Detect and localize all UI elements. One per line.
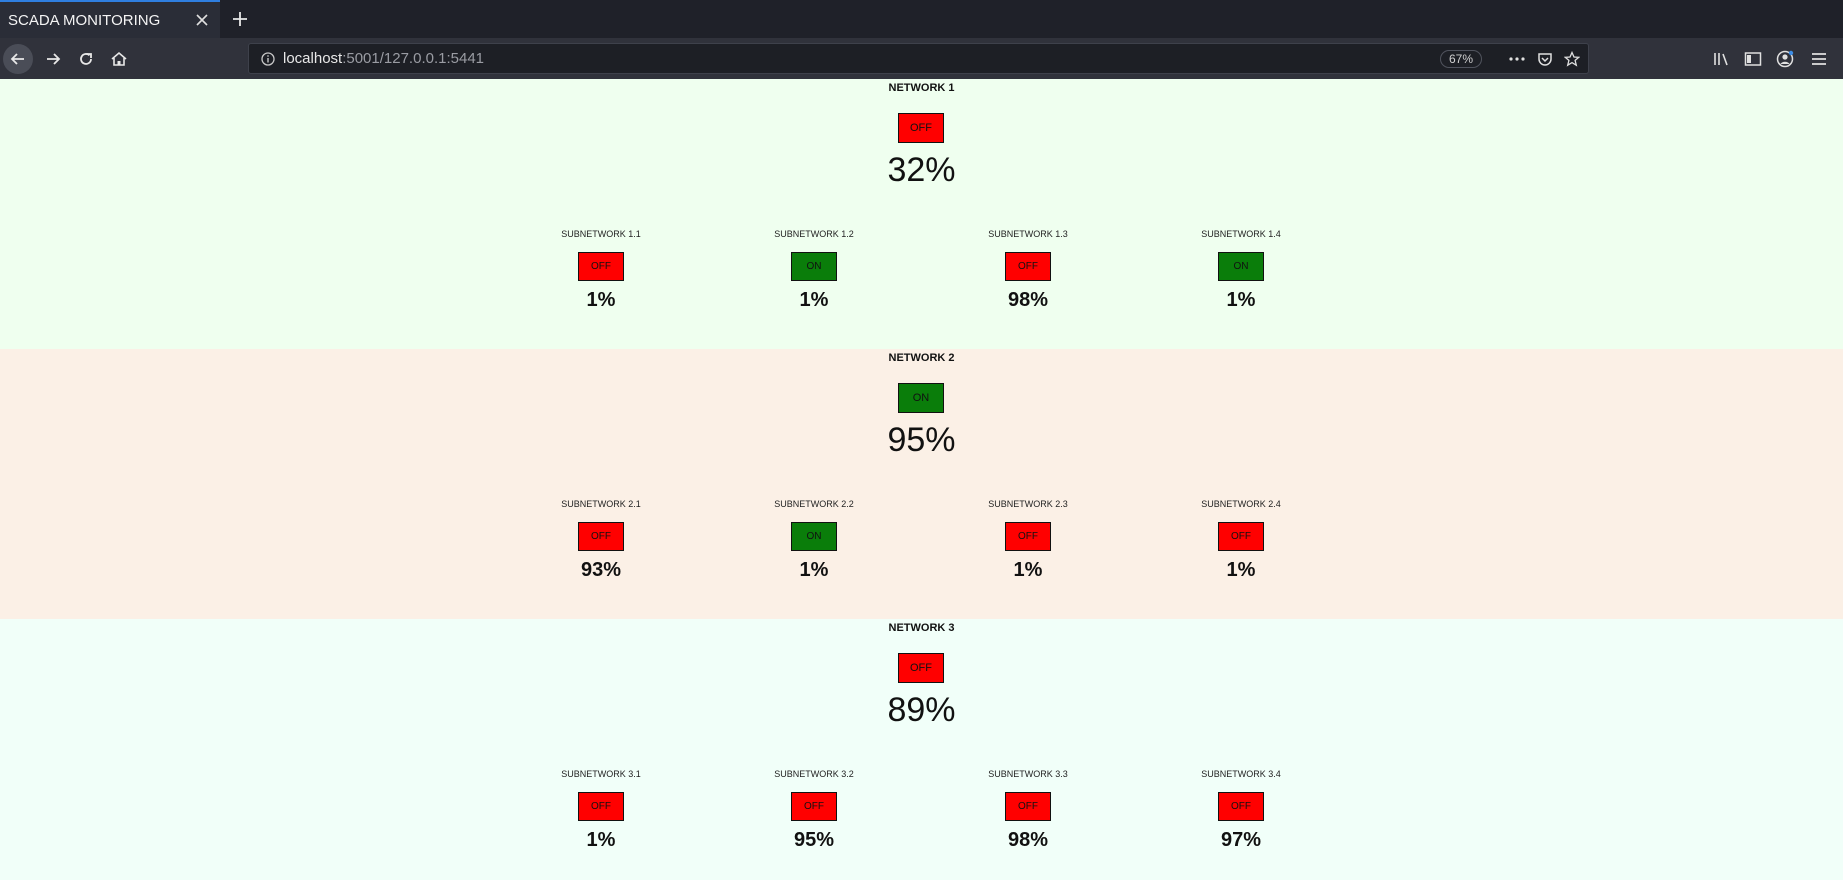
- reload-button[interactable]: [71, 44, 101, 74]
- subnetwork-card: SUBNETWORK 3.1 OFF 1%: [501, 769, 701, 852]
- nav-bar: localhost:5001/127.0.0.1:5441 67%: [0, 38, 1843, 79]
- pocket-icon[interactable]: [1534, 48, 1556, 70]
- url-host: localhost: [283, 50, 343, 67]
- subnetwork-value: 1%: [1013, 559, 1043, 581]
- home-icon: [111, 51, 127, 66]
- new-tab-button[interactable]: [220, 0, 260, 38]
- subnetwork-title: SUBNETWORK 2.3: [988, 499, 1068, 509]
- subnetwork-title: SUBNETWORK 2.2: [774, 499, 854, 509]
- subnetwork-value: 97%: [1220, 829, 1262, 851]
- subnetwork-card: SUBNETWORK 3.4 OFF 97%: [1141, 769, 1341, 852]
- network-value: 89%: [887, 691, 956, 729]
- subnetwork-card: SUBNETWORK 1.4 ON 1%: [1141, 229, 1341, 312]
- arrow-right-icon: [47, 52, 61, 65]
- url-path: :5001/127.0.0.1:5441: [342, 50, 484, 67]
- subnetwork-card: SUBNETWORK 2.1 OFF 93%: [501, 499, 701, 582]
- subnetwork-status-button[interactable]: OFF: [578, 792, 624, 821]
- network-title: NETWORK 1: [888, 82, 955, 94]
- network-status-button[interactable]: OFF: [898, 113, 944, 143]
- plus-icon: [233, 12, 247, 26]
- subnetwork-status-button[interactable]: OFF: [578, 522, 624, 551]
- subnetwork-title: SUBNETWORK 2.1: [561, 499, 641, 509]
- subnetwork-status-button[interactable]: OFF: [1005, 522, 1051, 551]
- subnetwork-value: 1%: [1226, 289, 1256, 311]
- arrow-left-icon: [10, 52, 24, 65]
- network-value: 32%: [887, 151, 956, 189]
- subnetwork-status-button[interactable]: OFF: [578, 252, 624, 281]
- subnetwork-status-button[interactable]: ON: [791, 252, 837, 281]
- network-panel: NETWORK 3 OFF 89% SUBNETWORK 3.1 OFF 1% …: [0, 619, 1843, 880]
- subnetwork-value: 1%: [1226, 559, 1256, 581]
- more-icon[interactable]: [1506, 48, 1528, 70]
- home-button[interactable]: [104, 44, 134, 74]
- subnetwork-status-button[interactable]: ON: [791, 522, 837, 551]
- url-text[interactable]: localhost:5001/127.0.0.1:5441: [283, 50, 484, 67]
- subnetwork-title: SUBNETWORK 3.3: [988, 769, 1068, 779]
- subnetwork-status-button[interactable]: OFF: [1218, 792, 1264, 821]
- subnetwork-value: 1%: [586, 829, 616, 851]
- url-bar[interactable]: localhost:5001/127.0.0.1:5441 67%: [248, 43, 1589, 74]
- subnetwork-card: SUBNETWORK 1.3 OFF 98%: [928, 229, 1128, 312]
- subnetwork-card: SUBNETWORK 2.4 OFF 1%: [1141, 499, 1341, 582]
- subnetwork-value: 93%: [580, 559, 622, 581]
- account-icon[interactable]: [1773, 47, 1797, 71]
- bookmark-star-icon[interactable]: [1561, 48, 1583, 70]
- active-tab[interactable]: SCADA MONITORING: [0, 0, 220, 38]
- network-status-button[interactable]: ON: [898, 383, 944, 413]
- tab-bar: SCADA MONITORING: [0, 0, 1843, 38]
- subnetwork-status-button[interactable]: OFF: [1005, 252, 1051, 281]
- subnetwork-card: SUBNETWORK 3.3 OFF 98%: [928, 769, 1128, 852]
- subnetwork-value: 95%: [793, 829, 835, 851]
- hamburger-menu-icon[interactable]: [1807, 47, 1831, 71]
- subnetwork-title: SUBNETWORK 1.3: [988, 229, 1068, 239]
- subnetwork-value: 98%: [1007, 829, 1049, 851]
- subnetwork-title: SUBNETWORK 1.1: [561, 229, 641, 239]
- subnetwork-card: SUBNETWORK 2.2 ON 1%: [714, 499, 914, 582]
- subnetwork-title: SUBNETWORK 3.2: [774, 769, 854, 779]
- subnetwork-card: SUBNETWORK 3.2 OFF 95%: [714, 769, 914, 852]
- forward-button[interactable]: [38, 44, 68, 74]
- subnetwork-card: SUBNETWORK 2.3 OFF 1%: [928, 499, 1128, 582]
- subnetwork-value: 1%: [799, 289, 829, 311]
- library-icon[interactable]: [1710, 47, 1734, 71]
- subnetwork-title: SUBNETWORK 2.4: [1201, 499, 1281, 509]
- subnetwork-status-button[interactable]: OFF: [1005, 792, 1051, 821]
- network-panel: NETWORK 2 ON 95% SUBNETWORK 2.1 OFF 93% …: [0, 349, 1843, 619]
- sidebar-icon[interactable]: [1741, 47, 1765, 71]
- tab-title: SCADA MONITORING: [8, 11, 161, 29]
- subnetwork-value: 98%: [1007, 289, 1049, 311]
- subnetwork-status-button[interactable]: OFF: [1218, 522, 1264, 551]
- reload-icon: [80, 52, 92, 65]
- subnetwork-value: 1%: [799, 559, 829, 581]
- info-icon[interactable]: [253, 51, 283, 66]
- subnetwork-title: SUBNETWORK 3.4: [1201, 769, 1281, 779]
- subnetwork-title: SUBNETWORK 1.2: [774, 229, 854, 239]
- subnetwork-status-button[interactable]: OFF: [791, 792, 837, 821]
- page-content: NETWORK 1 OFF 32% SUBNETWORK 1.1 OFF 1% …: [0, 79, 1843, 880]
- back-button[interactable]: [3, 43, 33, 74]
- network-status-button[interactable]: OFF: [898, 653, 944, 683]
- subnetwork-card: SUBNETWORK 1.1 OFF 1%: [501, 229, 701, 312]
- zoom-level[interactable]: 67%: [1439, 50, 1482, 68]
- subnetwork-title: SUBNETWORK 3.1: [561, 769, 641, 779]
- close-icon[interactable]: [192, 10, 212, 30]
- network-value: 95%: [887, 421, 956, 459]
- network-title: NETWORK 2: [888, 352, 955, 364]
- subnetwork-card: SUBNETWORK 1.2 ON 1%: [714, 229, 914, 312]
- subnetwork-title: SUBNETWORK 1.4: [1201, 229, 1281, 239]
- subnetwork-value: 1%: [586, 289, 616, 311]
- subnetwork-status-button[interactable]: ON: [1218, 252, 1264, 281]
- network-panel: NETWORK 1 OFF 32% SUBNETWORK 1.1 OFF 1% …: [0, 79, 1843, 349]
- network-title: NETWORK 3: [888, 622, 955, 634]
